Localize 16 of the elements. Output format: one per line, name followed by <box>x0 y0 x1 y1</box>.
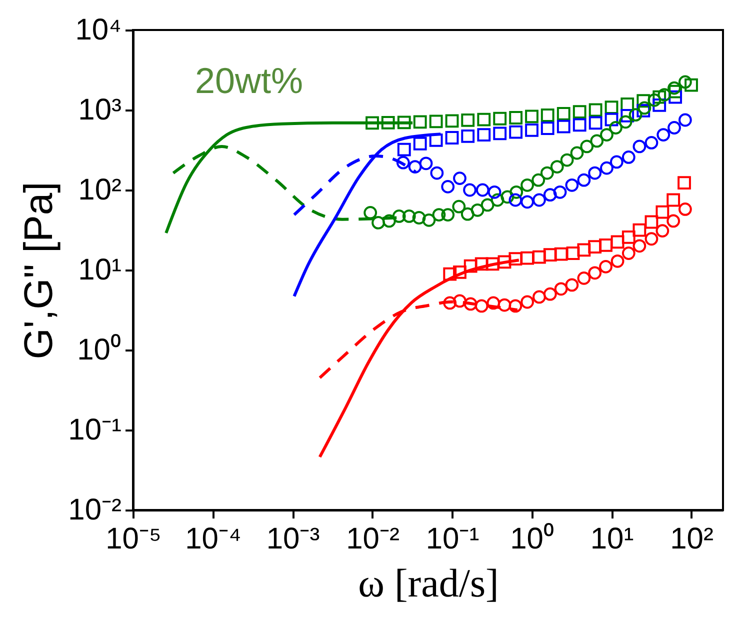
x-tick-label: 10⁻¹ <box>426 522 480 556</box>
x-axis-title: ω [rad/s] <box>358 560 499 606</box>
x-tick-label: 10⁻⁴ <box>185 522 242 556</box>
x-tick-label: 10⁻³ <box>266 522 320 556</box>
y-tick-label: 10⁴ <box>75 14 122 46</box>
y-tick-label: 10² <box>78 174 122 206</box>
y-tick-label: 10⁻¹ <box>68 414 122 446</box>
x-tick-label: 10⁻² <box>346 522 400 556</box>
annotation: 20wt% <box>195 60 304 101</box>
x-tick-label: 10⁰ <box>510 522 554 556</box>
x-tick-label: 10² <box>670 522 714 556</box>
y-tick-label: 10³ <box>78 94 122 126</box>
y-tick-label: 10¹ <box>78 254 122 286</box>
y-tick-label: 10⁰ <box>77 334 122 366</box>
y-axis-title: G',G" [Pa] <box>17 182 62 360</box>
x-tick-label: 10¹ <box>590 522 634 556</box>
